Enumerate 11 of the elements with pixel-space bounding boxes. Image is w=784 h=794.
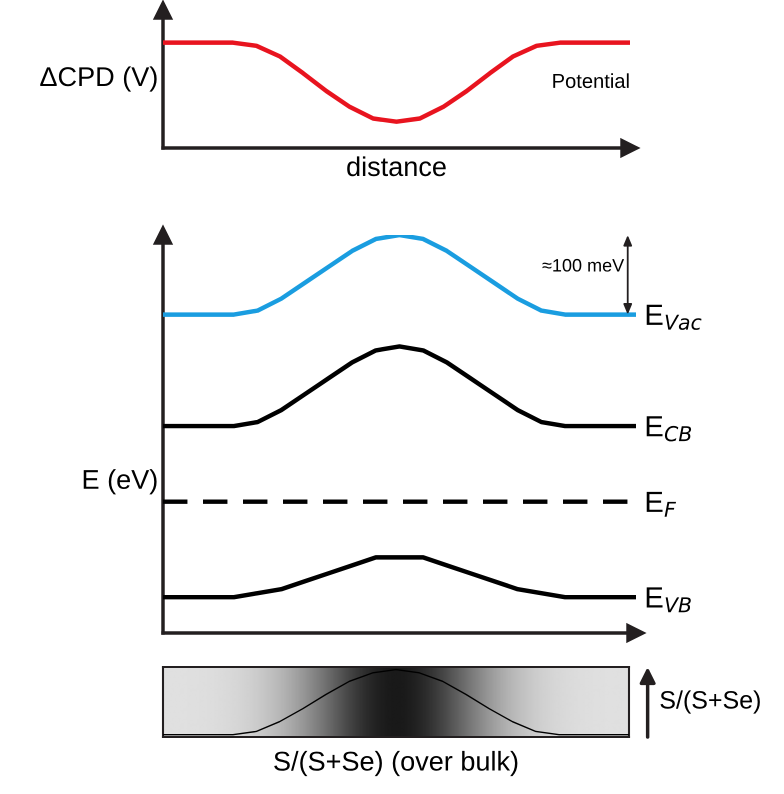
- y-axis-title: ΔCPD (V): [40, 66, 157, 92]
- series-label: Potential: [553, 73, 629, 88]
- annotation: ≈100 meV: [542, 258, 624, 272]
- x-axis-title: S/(S+Se) (over bulk): [274, 750, 518, 776]
- y-axis-title: S/(S+Se): [660, 690, 760, 714]
- series-label: E$_{Vac}$: [646, 304, 702, 330]
- series-label: E$_{VB}$: [646, 587, 691, 612]
- y-axis-title: E (eV): [84, 469, 157, 494]
- series-label: E$_{F}$: [646, 492, 676, 517]
- x-axis-title: distance: [347, 156, 446, 176]
- series-label: E$_{CB}$: [646, 416, 692, 442]
